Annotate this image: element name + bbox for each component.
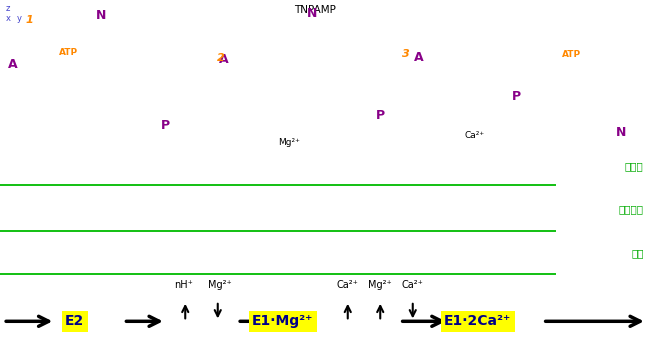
Text: Ca²⁺: Ca²⁺	[337, 280, 359, 290]
Text: nH⁺: nH⁺	[174, 280, 193, 290]
Text: A: A	[415, 51, 424, 64]
Text: y: y	[17, 14, 22, 23]
Text: 細胞質: 細胞質	[625, 162, 644, 172]
Text: 1: 1	[25, 15, 33, 26]
Text: P: P	[376, 109, 385, 122]
Text: N: N	[307, 7, 317, 20]
Text: E1·Mg²⁺: E1·Mg²⁺	[252, 314, 313, 328]
Text: ATP: ATP	[562, 50, 582, 59]
Text: Mg²⁺: Mg²⁺	[369, 280, 392, 290]
Text: Mg²⁺: Mg²⁺	[278, 138, 300, 147]
Text: N: N	[96, 9, 106, 22]
Text: 2: 2	[217, 53, 225, 63]
Text: A: A	[8, 58, 18, 71]
Text: Mg²⁺: Mg²⁺	[208, 280, 231, 290]
Text: 3: 3	[402, 49, 410, 60]
Text: Ca²⁺: Ca²⁺	[402, 280, 424, 290]
Text: 内腔: 内腔	[631, 248, 644, 258]
Text: E1·2Ca²⁺: E1·2Ca²⁺	[444, 314, 512, 328]
Text: z: z	[6, 4, 10, 13]
Text: TNPAMP: TNPAMP	[294, 5, 336, 15]
Text: Ca²⁺: Ca²⁺	[465, 132, 484, 140]
Text: x: x	[5, 14, 10, 23]
Text: N: N	[616, 126, 626, 139]
Text: P: P	[161, 119, 170, 132]
Text: A: A	[220, 53, 229, 66]
Text: P: P	[512, 90, 521, 103]
Text: ATP: ATP	[58, 48, 78, 57]
Text: E2: E2	[65, 314, 84, 328]
Text: 小胞体膜: 小胞体膜	[619, 204, 644, 214]
